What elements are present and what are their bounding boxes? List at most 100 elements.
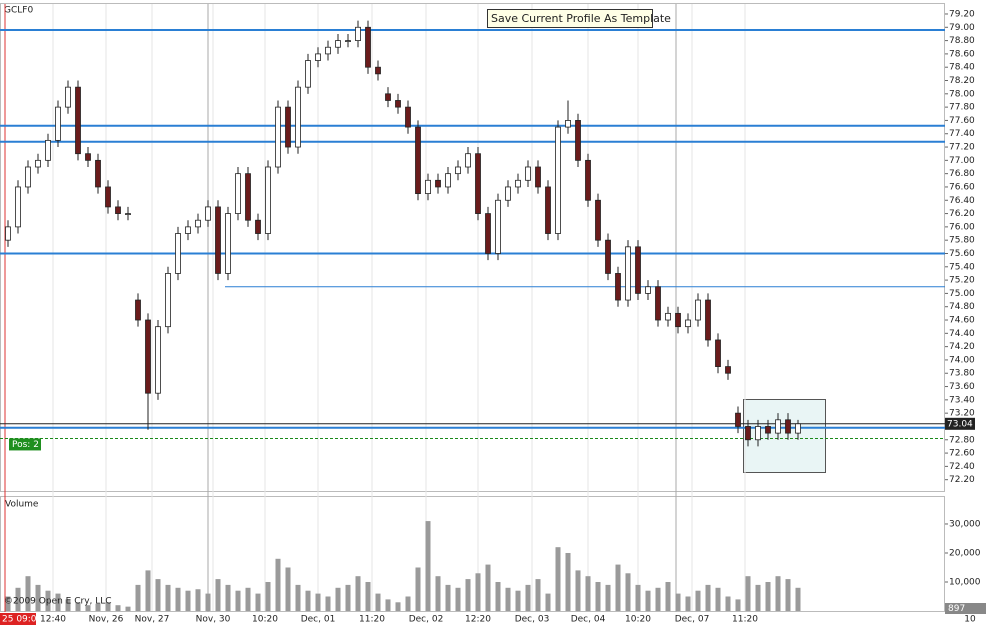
candle-body [445,173,451,188]
volume-bar [435,576,441,611]
candle-body [275,106,281,168]
volume-title: Volume [5,500,39,510]
candle-body [295,86,301,148]
volume-bar [135,584,141,611]
y-tick-label: 74.20 [949,342,975,352]
candle-body [485,213,491,254]
volume-bar [325,596,331,611]
y2-tick-label: 30,000 [949,519,981,529]
candle-body [135,299,141,321]
volume-bar [535,579,541,611]
y-tick-label: 75.00 [949,289,975,299]
candle-body [735,412,741,427]
candle-body [365,26,371,68]
candle-body [225,213,231,274]
candle-body [125,213,131,215]
volume-bar [735,599,741,611]
volume-bar [565,552,571,611]
y-tick-label: 76.00 [949,222,975,232]
tooltip: Save Current Profile As Template [491,12,671,25]
volume-bar [625,573,631,611]
candle-body [535,166,541,188]
volume-bar [715,587,721,611]
candle-body [375,66,381,75]
candle-body [685,319,691,328]
y-tick-label: 77.00 [949,156,975,166]
volume-bar [575,570,581,611]
candle-body [435,179,441,188]
candle-body [505,186,511,201]
volume-bar [475,573,481,611]
volume-bar [305,590,311,611]
volume-bar [55,593,61,611]
volume-bar [285,567,291,611]
candle-body [335,40,341,48]
copyright: ©2009 Open E Cry, LLC [4,597,112,607]
volume-bar [275,558,281,611]
symbol: GCLF0 [4,6,33,16]
y-tick-label: 78.20 [949,76,975,86]
volume-bar [685,596,691,611]
volume-bar [95,603,101,611]
volume-bar [385,599,391,611]
volume-bar [185,590,191,611]
y-tick-label: 78.40 [949,63,975,73]
candle-body [585,159,591,201]
volume-bar [675,593,681,611]
y-tick-label: 72.80 [949,435,975,445]
candle-body [25,166,31,188]
start-label: 25 09:00 [2,615,43,625]
price-panel [0,3,945,492]
y-tick-label: 75.20 [949,276,975,286]
start-label-box [0,613,36,625]
y-tick-label: 77.60 [949,116,975,126]
candle-body [575,120,581,161]
x-tick-label: Dec, 03 [515,615,550,625]
candle-body [715,339,721,367]
candle-body [425,179,431,195]
x-tick-label: Dec, 02 [409,615,444,625]
volume-bar [765,581,771,611]
candle-body [145,319,151,394]
x-tick-label: Dec, 01 [301,615,336,625]
volume-bar [225,584,231,611]
volume-bar [245,587,251,611]
candle-body [165,273,171,328]
volume-bar [375,593,381,611]
volume-bar [745,576,751,611]
volume-bar [35,584,41,611]
candle-body [785,419,791,434]
volume-bar [665,581,671,611]
candle-body [625,246,631,301]
volume-bar [215,579,221,611]
candle-body [745,426,751,441]
position-label: Pos: 2 [12,440,39,450]
volume-bar [705,584,711,611]
candle-body [645,286,651,294]
volume-bar [405,596,411,611]
candle-body [655,286,661,321]
volume-bar [505,587,511,611]
candle-body [565,120,571,128]
volume-bar [415,567,421,611]
volume-bar [785,579,791,611]
x-tick-label: 12:40 [40,615,66,625]
x-tick-label: Dec, 07 [675,615,710,625]
volume-bar [315,593,321,611]
candle-body [215,206,221,274]
candle-body [155,326,161,394]
volume-bar [425,521,431,611]
candle-body [395,100,401,108]
volume-bar [115,605,121,611]
y-tick-label: 76.60 [949,182,975,192]
last-volume-label: 897 [948,604,965,614]
y-tick-label: 79.00 [949,23,975,33]
last-price-box [945,417,975,430]
candle-body [315,53,321,61]
y2-tick-label: 20,000 [949,548,981,558]
volume-bar [45,590,51,611]
last-price-label: 73.04 [947,419,973,429]
candle-body [65,86,71,108]
candle-body [205,206,211,221]
